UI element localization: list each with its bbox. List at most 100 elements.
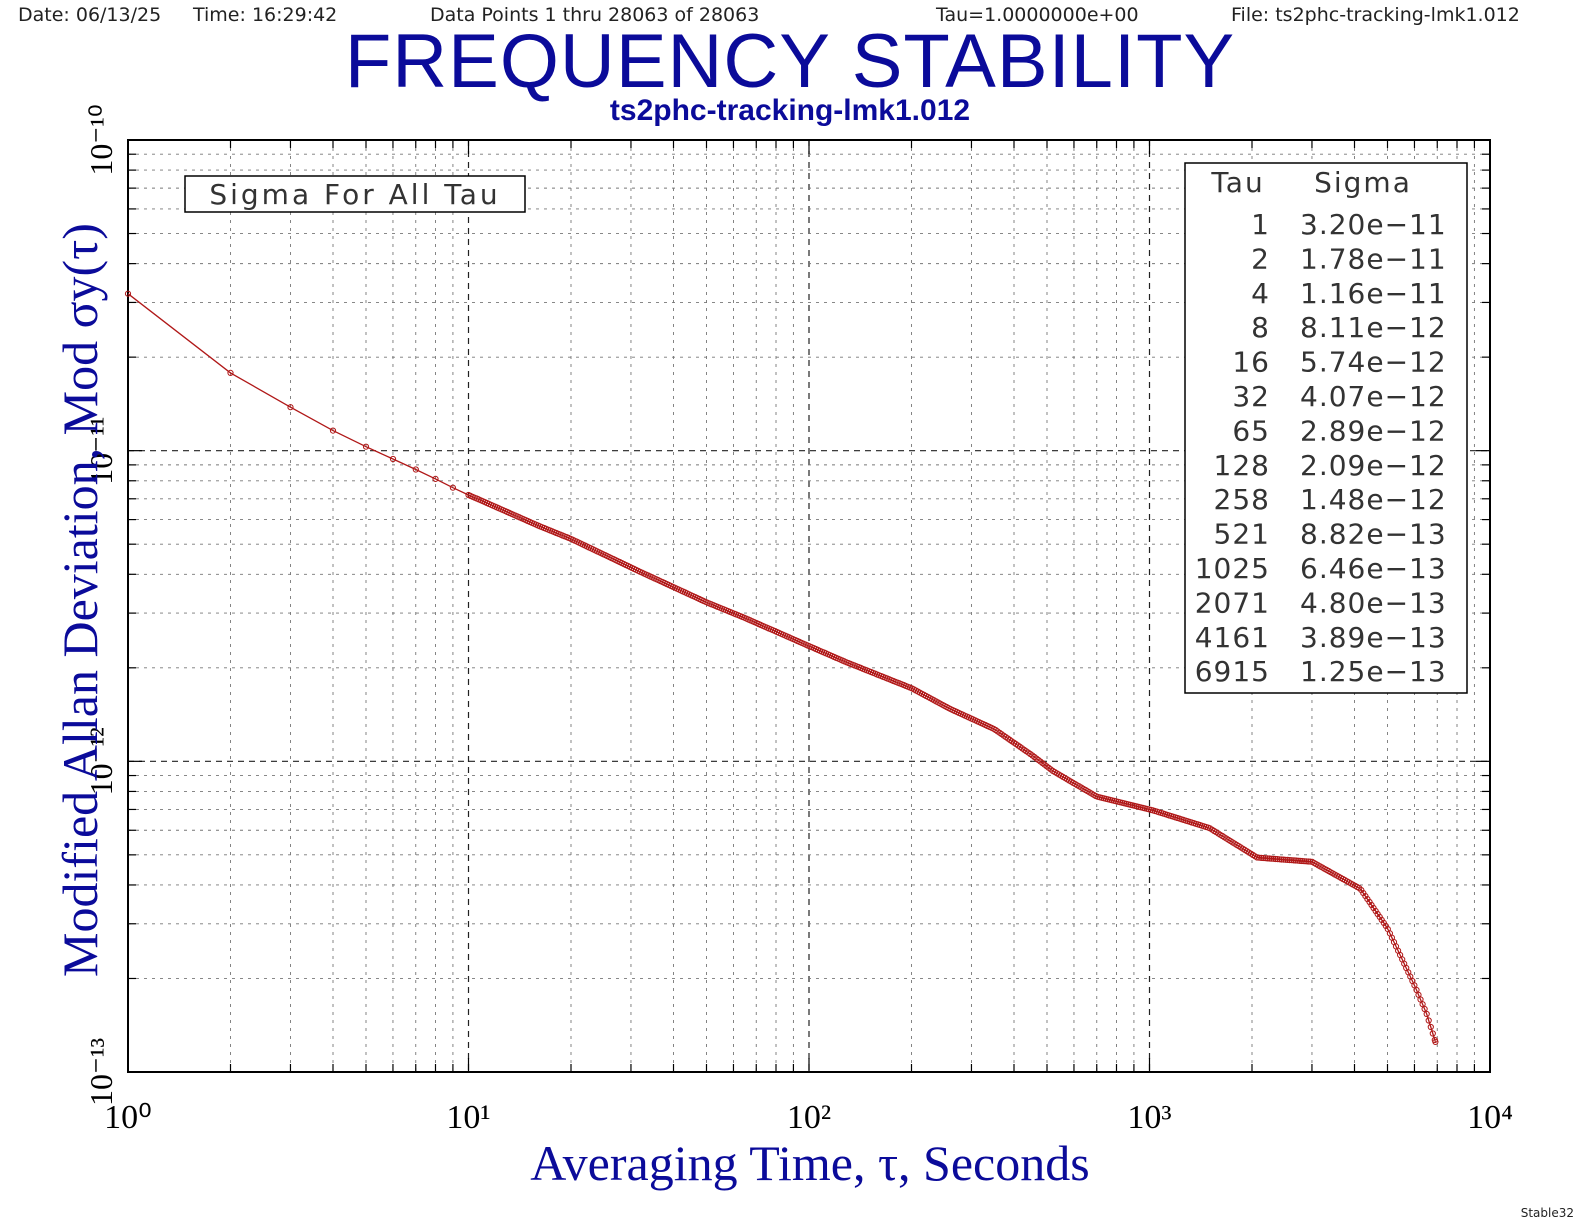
series-marker xyxy=(1260,854,1267,862)
table-cell-sigma: 3.20e−11 xyxy=(1300,208,1447,241)
table-cell-tau: 1 xyxy=(1251,208,1270,241)
series-marker xyxy=(1272,855,1279,863)
table-cell-tau: 1025 xyxy=(1195,552,1270,585)
series-marker xyxy=(124,290,132,297)
table-cell-sigma: 2.89e−12 xyxy=(1300,414,1447,447)
series-marker xyxy=(1254,854,1261,861)
table-cell-tau: 521 xyxy=(1214,518,1270,551)
table-cell-sigma: 2.09e−12 xyxy=(1300,449,1447,482)
table-cell-sigma: 4.07e−12 xyxy=(1300,380,1447,413)
series-marker xyxy=(1274,856,1281,863)
series-marker xyxy=(1294,857,1302,864)
y-tick-label: 10⁻¹³ xyxy=(83,1038,119,1106)
x-tick-label: 10² xyxy=(787,1099,831,1136)
x-axis-label: Averaging Time, τ, Seconds xyxy=(530,1135,1090,1191)
table-cell-sigma: 5.74e−12 xyxy=(1300,346,1447,379)
series-marker xyxy=(1282,856,1289,863)
table-cell-sigma: 1.16e−11 xyxy=(1300,277,1447,310)
series-marker xyxy=(1298,857,1306,865)
series-marker xyxy=(1303,858,1310,865)
series-marker xyxy=(227,369,234,376)
table-cell-tau: 6915 xyxy=(1195,655,1270,688)
series-marker xyxy=(362,443,370,450)
plot-frame xyxy=(127,139,1491,1073)
series-marker xyxy=(1305,858,1312,865)
series-marker xyxy=(1432,1038,1439,1046)
series-marker xyxy=(1421,1005,1428,1013)
series-marker xyxy=(1280,856,1287,863)
table-header-sigma: Sigma xyxy=(1314,166,1412,199)
series-marker xyxy=(1290,857,1298,864)
series-marker xyxy=(1270,855,1277,862)
series-marker xyxy=(1278,856,1285,863)
y-tick-label: 10⁻¹⁰ xyxy=(83,104,119,175)
header-date: Date: 06/13/25 xyxy=(18,4,162,26)
axis-ticks xyxy=(128,140,1490,1072)
series-marker xyxy=(412,466,419,473)
table-cell-sigma: 1.48e−12 xyxy=(1300,483,1447,516)
series-marker xyxy=(1262,855,1269,862)
table-cell-sigma: 3.89e−13 xyxy=(1300,621,1447,654)
series-marker xyxy=(1425,1017,1432,1024)
table-cell-tau: 32 xyxy=(1232,380,1270,413)
series-marker xyxy=(287,404,294,411)
header-file: File: ts2phc-tracking-lmk1.012 xyxy=(1231,4,1520,26)
header-tau: Tau=1.0000000e+00 xyxy=(936,4,1139,26)
y-axis-label: Modified Allan Deviation, Mod σy(τ) xyxy=(52,223,108,977)
series-marker xyxy=(1284,856,1291,864)
table-cell-sigma: 4.80e−13 xyxy=(1300,586,1447,619)
y-tick-label: 10⁻¹¹ xyxy=(83,417,119,485)
series-marker xyxy=(449,484,456,491)
table-header-tau: Tau xyxy=(1210,166,1264,199)
series-marker xyxy=(1296,857,1304,865)
x-tick-label: 10⁰ xyxy=(104,1099,152,1136)
series-marker xyxy=(329,427,337,434)
table-cell-tau: 2 xyxy=(1251,242,1270,275)
y-tick-labels: 10⁻¹⁰ 10⁻¹¹ 10⁻¹² 10⁻¹³ xyxy=(83,104,119,1106)
series-marker xyxy=(1427,1023,1434,1031)
series-marker xyxy=(1307,858,1314,865)
table-cell-sigma: 1.78e−11 xyxy=(1300,242,1447,275)
series-marker xyxy=(1266,855,1273,862)
x-tick-label: 10⁴ xyxy=(1467,1099,1513,1136)
series-marker xyxy=(1423,1010,1430,1018)
table-cell-tau: 258 xyxy=(1214,483,1270,516)
header-time: Time: 16:29:42 xyxy=(193,4,338,26)
series-marker xyxy=(1258,854,1265,862)
header-data-points: Data Points 1 thru 28063 of 28063 xyxy=(430,4,760,26)
table-cell-sigma: 8.82e−13 xyxy=(1300,518,1447,551)
table-cell-tau: 128 xyxy=(1214,449,1270,482)
table-cell-tau: 8 xyxy=(1251,311,1270,344)
table-cell-sigma: 1.25e−13 xyxy=(1300,655,1447,688)
table-cell-tau: 4 xyxy=(1251,277,1270,310)
series-marker xyxy=(1256,854,1263,861)
series-marker xyxy=(1276,856,1283,863)
series-markers xyxy=(124,290,1439,1046)
series-marker xyxy=(1301,858,1308,865)
y-tick-label: 10⁻¹² xyxy=(83,727,119,795)
series-marker xyxy=(1429,1030,1436,1037)
chart-subtitle: ts2phc-tracking-lmk1.012 xyxy=(609,94,971,127)
x-tick-label: 10³ xyxy=(1127,1099,1171,1136)
table-cell-sigma: 8.11e−12 xyxy=(1300,311,1447,344)
series-marker xyxy=(1268,855,1275,862)
table-cell-tau: 16 xyxy=(1232,346,1270,379)
sigma-table: Tau Sigma 1 3.20e−11 2 1.78e−11 4 1.16e−11 8 8.… xyxy=(1184,162,1468,694)
x-tick-labels: 10⁰ 10¹ 10² 10³ 10⁴ xyxy=(104,1099,1513,1136)
table-cell-tau: 2071 xyxy=(1195,586,1270,619)
series-marker xyxy=(1292,857,1300,864)
table-cell-tau: 4161 xyxy=(1195,621,1270,654)
annotation-box: Sigma For All Tau xyxy=(184,175,526,213)
series-marker xyxy=(1382,922,1389,930)
chart-title: FREQUENCY STABILITY xyxy=(344,19,1236,104)
annotation-text: Sigma For All Tau xyxy=(209,178,500,211)
series-marker xyxy=(1264,855,1271,862)
grid-lines xyxy=(128,140,1490,1072)
x-tick-label: 10¹ xyxy=(446,1099,490,1136)
table-cell-sigma: 6.46e−13 xyxy=(1300,552,1447,585)
table-cell-tau: 65 xyxy=(1232,414,1270,447)
footer-app-name: Stable32 xyxy=(1520,1206,1574,1220)
series-marker xyxy=(1286,857,1293,864)
series-marker xyxy=(432,475,439,482)
